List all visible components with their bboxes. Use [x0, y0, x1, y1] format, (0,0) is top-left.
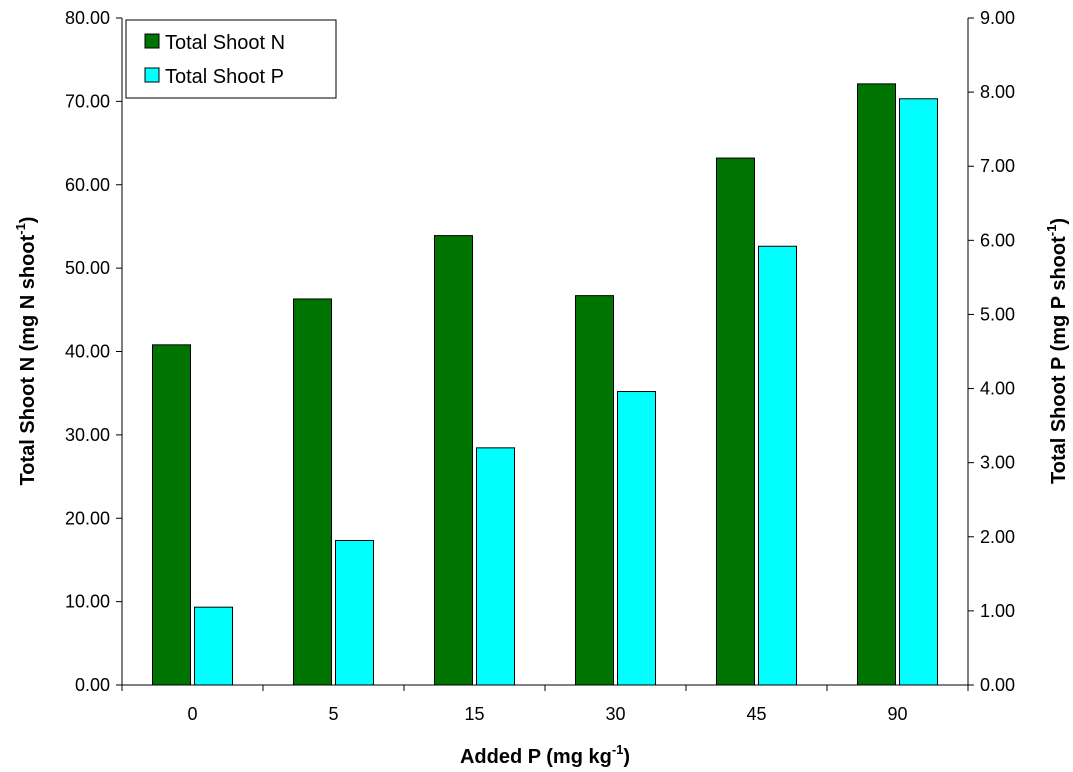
x-tick-label: 0	[187, 704, 197, 724]
left-y-axis-title: Total Shoot N (mg N shoot-1)	[13, 217, 39, 486]
right-y-tick-label: 7.00	[980, 156, 1015, 176]
right-y-tick-label: 8.00	[980, 82, 1015, 102]
bar-total-shoot-n-90	[857, 83, 896, 686]
bar-total-shoot-p-30	[617, 391, 656, 686]
legend-swatch-total-shoot-p	[144, 67, 160, 83]
bar-total-shoot-n-15	[434, 235, 473, 686]
bar-total-shoot-p-90	[899, 98, 938, 686]
left-y-tick-label: 70.00	[65, 91, 110, 111]
right-y-tick-label: 5.00	[980, 304, 1015, 324]
right-y-tick-label: 0.00	[980, 675, 1015, 695]
legend: Total Shoot N Total Shoot P	[125, 19, 337, 99]
left-y-tick-label: 10.00	[65, 592, 110, 612]
left-y-ticks: 0.00 10.00 20.00 30.00 40.00 50.00 60.00 70.00 8…	[65, 8, 122, 695]
bar-total-shoot-p-5	[335, 539, 374, 686]
x-axis-title: Added P (mg kg-1)	[460, 742, 630, 768]
right-y-tick-label: 4.00	[980, 379, 1015, 399]
x-tick-label: 30	[605, 704, 625, 724]
right-y-tick-label: 1.00	[980, 601, 1015, 621]
bar-total-shoot-n-5	[293, 298, 332, 686]
left-y-tick-label: 0.00	[75, 675, 110, 695]
x-tick-label: 15	[464, 704, 484, 724]
bars-layer	[152, 83, 938, 686]
right-y-tick-label: 6.00	[980, 230, 1015, 250]
right-y-tick-label: 9.00	[980, 8, 1015, 28]
x-tick-label: 45	[746, 704, 766, 724]
x-tick-label: 90	[887, 704, 907, 724]
legend-label-total-shoot-p: Total Shoot P	[165, 66, 284, 88]
x-tick-label: 5	[328, 704, 338, 724]
bar-total-shoot-n-30	[575, 295, 614, 686]
right-y-axis-title: Total Shoot P (mg P shoot-1)	[1044, 218, 1070, 484]
left-y-tick-label: 20.00	[65, 508, 110, 528]
right-y-tick-label: 3.00	[980, 453, 1015, 473]
bar-total-shoot-p-15	[476, 447, 515, 686]
left-y-tick-label: 60.00	[65, 175, 110, 195]
legend-box	[125, 19, 337, 99]
left-y-tick-label: 80.00	[65, 8, 110, 28]
left-y-tick-label: 40.00	[65, 342, 110, 362]
axes-layer	[121, 18, 969, 686]
legend-swatch-total-shoot-n	[144, 33, 160, 49]
right-y-ticks: 0.00 1.00 2.00 3.00 4.00 5.00 6.00 7.00 8.00 9.00	[968, 8, 1015, 695]
left-y-tick-label: 50.00	[65, 258, 110, 278]
left-y-tick-label: 30.00	[65, 425, 110, 445]
bar-total-shoot-n-0	[152, 344, 191, 686]
right-y-tick-label: 2.00	[980, 527, 1015, 547]
x-ticks: 0 5 15 30 45 90	[121, 685, 969, 724]
bar-total-shoot-n-45	[716, 157, 755, 686]
bar-total-shoot-p-45	[758, 245, 797, 686]
bar-total-shoot-p-0	[194, 606, 233, 686]
legend-label-total-shoot-n: Total Shoot N	[165, 32, 285, 54]
